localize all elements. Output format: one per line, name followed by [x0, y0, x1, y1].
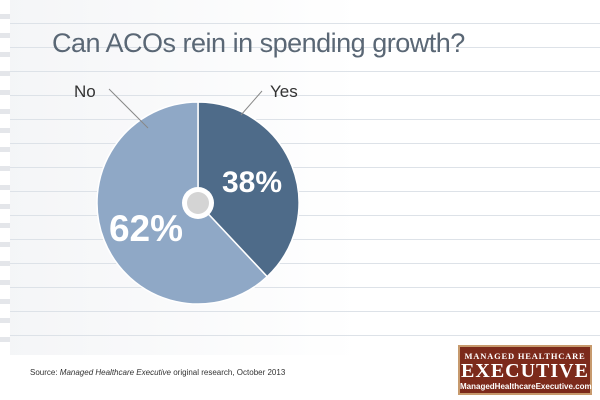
slice-percent-yes: 38% [222, 166, 282, 199]
chart-title: Can ACOs rein in spending growth? [52, 28, 465, 58]
leader-line-no [108, 88, 149, 129]
pie-center-dot [187, 192, 209, 214]
pie-slice-yes [197, 101, 300, 278]
legend-label-no: No [74, 82, 96, 101]
pie-chart: 38% 62% No Yes [74, 82, 300, 305]
legend-label-yes: Yes [270, 82, 298, 101]
source-publication: Managed Healthcare Executive [59, 368, 171, 377]
source-suffix: original research, October 2013 [170, 368, 286, 377]
logo-line-2: EXECUTIVE [461, 360, 589, 382]
logo-line-1: MANAGED HEALTHCARE [464, 351, 586, 361]
leader-line-yes [240, 90, 263, 116]
publication-logo: MANAGED HEALTHCARE EXECUTIVE ManagedHeal… [458, 345, 592, 395]
source-note: Source: Managed Healthcare Executive ori… [30, 368, 285, 377]
torn-paper-edge [0, 0, 10, 355]
source-prefix: Source: [30, 368, 60, 377]
slice-percent-no: 62% [109, 208, 183, 249]
logo-url: ManagedHealthcareExecutive.com [460, 382, 592, 391]
